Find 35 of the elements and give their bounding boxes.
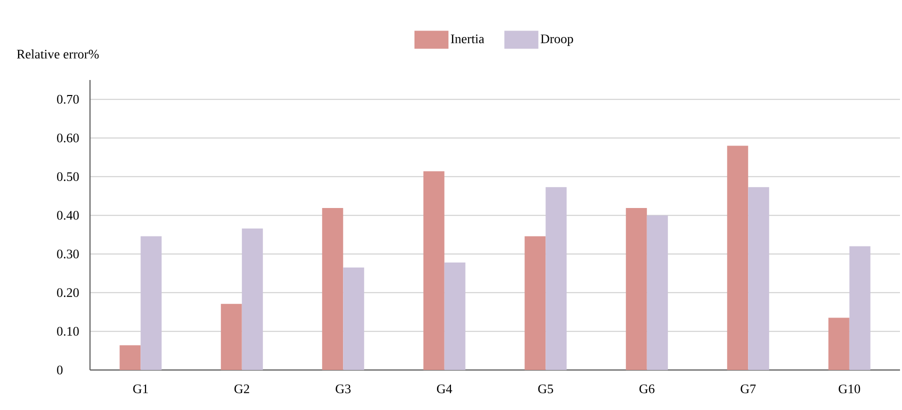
- bar: [242, 228, 263, 370]
- bar: [828, 318, 850, 370]
- y-tick-label: 0.30: [57, 250, 79, 258]
- x-tick-label: G4: [436, 384, 452, 394]
- x-tick-label: G7: [740, 384, 756, 394]
- bar: [343, 268, 364, 370]
- bar: [748, 187, 770, 370]
- bar: [423, 171, 444, 370]
- bar: [120, 345, 141, 370]
- bar: [727, 146, 748, 370]
- y-tick-label: 0.20: [57, 288, 79, 298]
- legend-label: Inertia: [450, 34, 484, 44]
- bar: [220, 304, 242, 370]
- x-tick-label: G1: [133, 384, 148, 394]
- y-tick-label: 0: [57, 366, 63, 374]
- bar: [626, 208, 647, 370]
- x-tick-label: G10: [838, 384, 860, 394]
- y-tick-label: 0.10: [57, 326, 79, 336]
- legend-label: Droop: [540, 34, 574, 46]
- bar: [322, 208, 344, 370]
- x-tick-label: G2: [234, 384, 250, 394]
- bar: [140, 236, 162, 370]
- bar: [646, 215, 668, 370]
- bar: [849, 246, 870, 370]
- x-tick-label: G3: [336, 384, 351, 394]
- y-tick-label: 0.70: [57, 94, 79, 104]
- y-tick-label: 0.60: [57, 134, 79, 142]
- y-tick-label: 0.40: [57, 210, 79, 220]
- x-tick-label: G5: [538, 384, 554, 394]
- bar: [444, 262, 466, 370]
- x-tick-label: G6: [639, 384, 654, 394]
- y-axis-title: Relative error%: [16, 49, 99, 59]
- bar: [524, 236, 546, 370]
- bar: [546, 187, 567, 370]
- y-tick-label: 0.50: [57, 172, 79, 182]
